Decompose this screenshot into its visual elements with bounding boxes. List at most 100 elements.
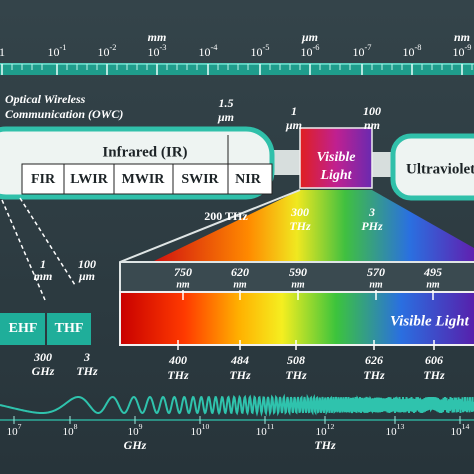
tick-base: 10: [63, 426, 75, 438]
tick-base: 10: [453, 45, 465, 59]
labels: 1 10-1 10-2 10-3 10-4 10-5 10-6 10-7 10-8 10-9mm μ…: [0, 30, 474, 452]
frequency-marker: 300: [290, 205, 309, 219]
wavelength-value: 620: [231, 265, 249, 279]
infrared-band: FIR: [31, 172, 56, 187]
wavelength-tick-label: 10-5: [251, 43, 270, 59]
tick-base: 10: [251, 45, 263, 59]
tick-base: 10: [403, 45, 415, 59]
tick-exponent: -9: [465, 43, 472, 52]
frequency-tick-label: 1012: [316, 422, 335, 438]
frequency-tick-label: 107: [7, 422, 22, 438]
frequency-value: 400: [168, 353, 187, 367]
frequency-marker: 200 THz: [204, 209, 248, 223]
wavelength-unit: nm: [291, 279, 305, 290]
wavelength-unit: nm: [233, 279, 247, 290]
label: mm: [148, 30, 167, 44]
marker-value: 100: [78, 257, 96, 271]
radio-band: THF: [55, 321, 84, 336]
marker-value: 1.5: [219, 96, 234, 110]
tick-base: 10: [48, 45, 60, 59]
wavelength-value: 495: [423, 265, 442, 279]
tick-base: 10: [386, 426, 398, 438]
frequency-tick-label: 1013: [386, 422, 405, 438]
frequency-unit: THz: [289, 219, 311, 233]
tick-base: 10: [256, 426, 268, 438]
wavelength-tick-label: 10-4: [199, 43, 219, 59]
frequency-marker: 3: [368, 205, 375, 219]
frequency-value: 3: [83, 350, 90, 364]
label: nm: [454, 30, 470, 44]
spectrum-fan: [152, 190, 474, 262]
infrared-band: LWIR: [70, 172, 109, 187]
tick-exponent: -1: [60, 43, 67, 52]
visible-box-label: Visible: [317, 150, 356, 165]
tick-exponent: 13: [397, 422, 405, 431]
visible-bar-label: Visible Light: [390, 313, 470, 329]
frequency-unit: THz: [314, 438, 336, 452]
wavelength-tick-label: 10-3: [148, 43, 167, 59]
wavelength-tick-label: 10-9: [453, 43, 472, 59]
frequency-unit: THz: [229, 368, 251, 382]
visible-box-label: Light: [319, 168, 352, 183]
radio-band: EHF: [9, 321, 38, 336]
tick-exponent: -3: [160, 43, 167, 52]
tick-exponent: 14: [462, 422, 470, 431]
frequency-unit: THz: [76, 364, 98, 378]
wavelength-unit: nm: [176, 279, 190, 290]
infrared-band: SWIR: [181, 172, 219, 187]
visible-spectrum-bar: [119, 291, 474, 346]
tick-exponent: 10: [202, 422, 210, 431]
tick-base: 10: [301, 45, 313, 59]
marker-unit: μm: [78, 269, 95, 283]
wavelength-unit: nm: [369, 279, 383, 290]
marker-value: 1: [40, 257, 46, 271]
ultraviolet-box: [390, 133, 474, 201]
tick-base: 10: [316, 426, 328, 438]
wavelength-ruler: [0, 63, 474, 75]
dashed-connectors: [1, 197, 76, 301]
marker-value: 1: [291, 104, 297, 118]
frequency-unit: GHz: [124, 438, 147, 452]
frequency-unit: PHz: [361, 219, 383, 233]
thf-box: [47, 313, 91, 345]
tick-exponent: -8: [415, 43, 422, 52]
tick-exponent: -6: [313, 43, 320, 52]
frequency-tick-label: 109: [128, 422, 143, 438]
marker-unit: mm: [34, 269, 53, 283]
frequency-unit: THz: [167, 368, 189, 382]
wavelength-tick-label: 10-8: [403, 43, 422, 59]
frequency-unit: THz: [363, 368, 385, 382]
tick-base: 10: [7, 426, 19, 438]
wavelength-tick-label: 10-2: [98, 43, 117, 59]
frequency-value: 484: [230, 353, 249, 367]
tick-base: 10: [199, 45, 211, 59]
tick-exponent: -5: [263, 43, 270, 52]
infrared-title: Infrared (IR): [102, 144, 187, 160]
wavelength-tick-label: 10-1: [48, 43, 67, 59]
wavelength-unit: nm: [426, 279, 440, 290]
wavelength-value: 750: [174, 265, 192, 279]
tick-exponent: 8: [74, 422, 78, 431]
tick-exponent: -4: [211, 43, 219, 52]
marker-unit: nm: [364, 118, 380, 132]
tick-base: 10: [451, 426, 463, 438]
frequency-tick-label: 1014: [451, 422, 470, 438]
wavelength-value: 570: [367, 265, 385, 279]
frequency-tick-label: 108: [63, 422, 78, 438]
tick-base: 10: [353, 45, 365, 59]
tick-exponent: 11: [267, 422, 275, 431]
tick-exponent: 9: [139, 422, 143, 431]
wavelength-tick-label: 10-7: [353, 43, 372, 59]
frequency-unit: THz: [285, 368, 307, 382]
em-wave: [0, 393, 474, 417]
frequency-value: 300: [33, 350, 52, 364]
infrared-band: NIR: [235, 172, 262, 187]
tick-exponent: -7: [365, 43, 372, 52]
owc-label: Communication (OWC): [5, 107, 123, 121]
tick-exponent: 7: [18, 422, 22, 431]
frequency-tick-label: 1011: [256, 422, 275, 438]
wavelength-tick-label: 10-6: [301, 43, 320, 59]
owc-label: Optical Wireless: [5, 92, 86, 106]
